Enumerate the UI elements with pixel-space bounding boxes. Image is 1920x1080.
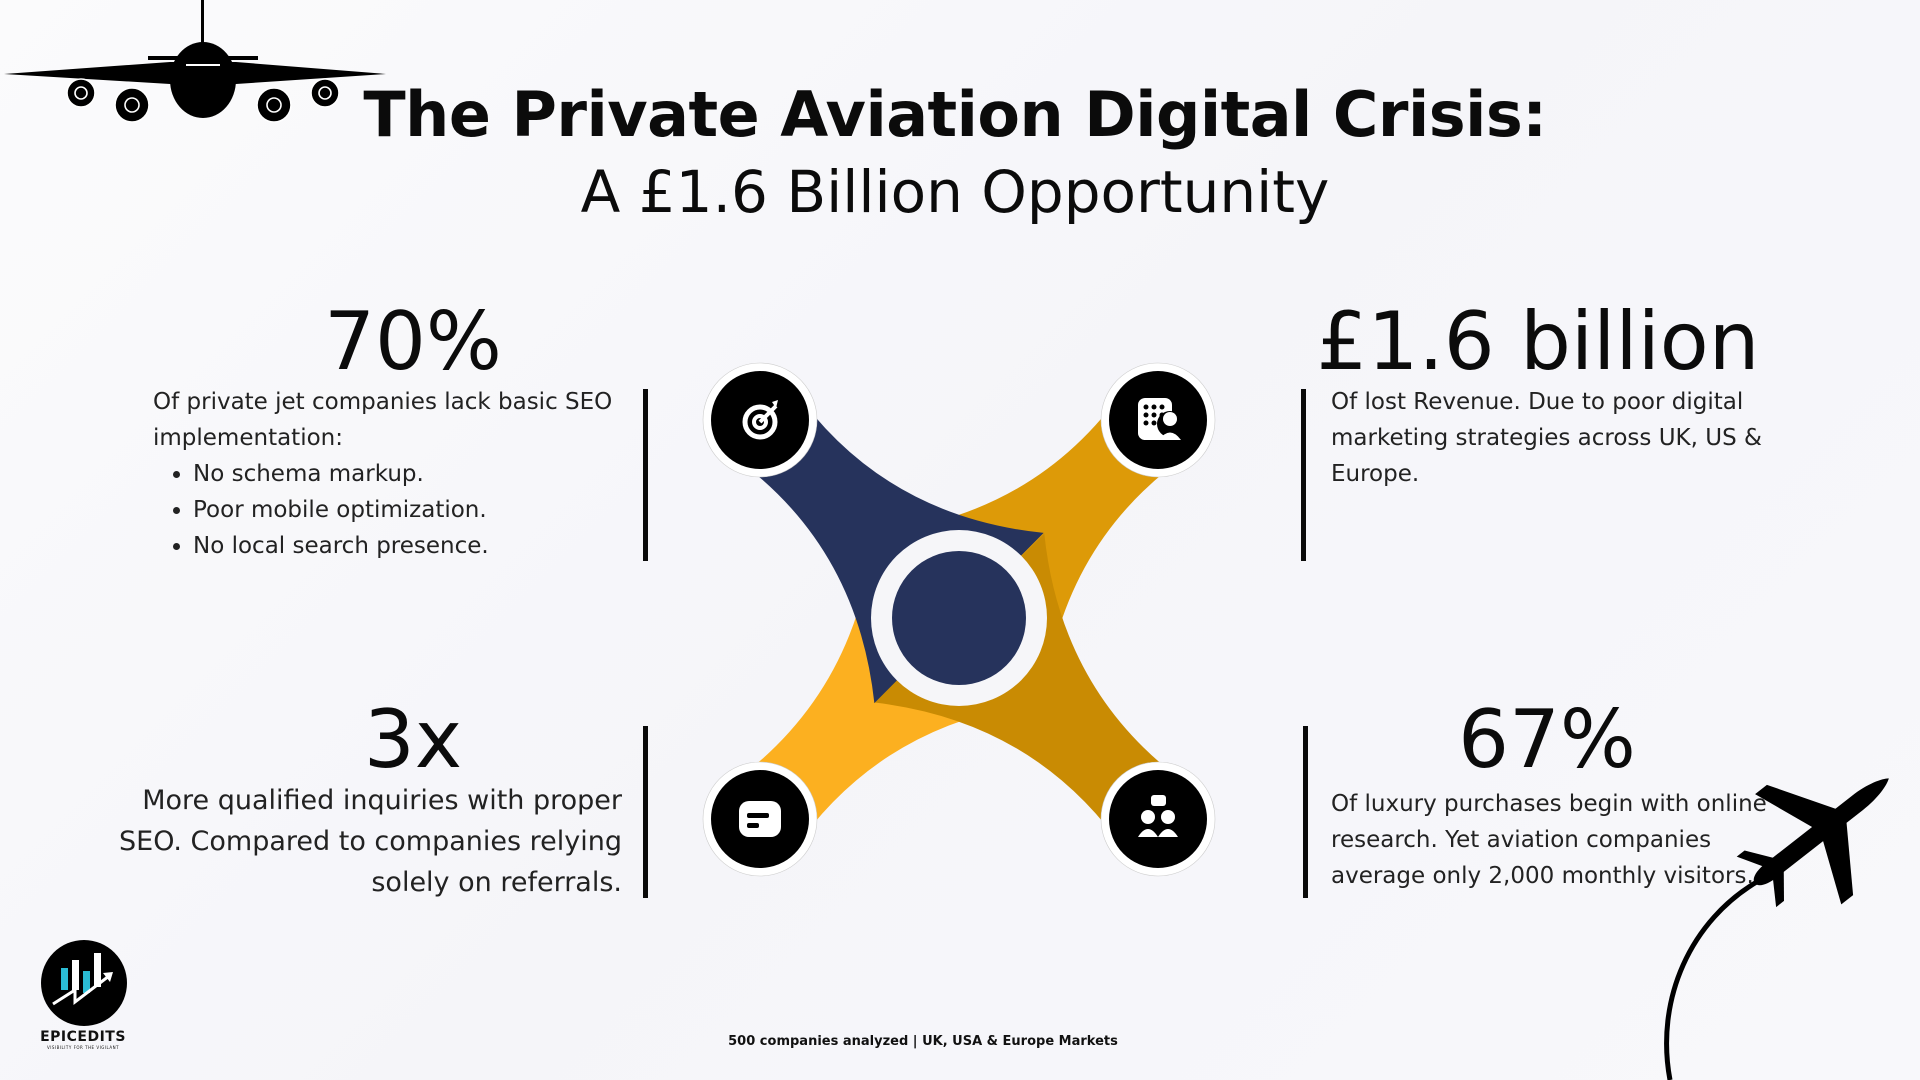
team-icon	[1138, 795, 1178, 837]
epicedits-logo	[41, 940, 127, 1026]
stat-line: SEO. Compared to companies relying	[119, 826, 622, 857]
divider-bar	[643, 389, 648, 561]
center-circle	[892, 551, 1026, 685]
page-subtitle: A £1.6 Billion Opportunity	[580, 158, 1330, 226]
chat-message-icon	[739, 801, 781, 837]
stat-text: Of private jet companies lack basic SEO …	[153, 389, 613, 451]
stat-desc-inquiries: More qualified inquiries with proper SEO…	[100, 780, 622, 903]
diagram-arm	[873, 533, 1191, 852]
diagram-node	[1100, 362, 1216, 478]
contact-directory-icon	[1138, 398, 1183, 440]
target-icon	[742, 400, 778, 440]
stat-desc-revenue: Of lost Revenue. Due to poor digital mar…	[1331, 389, 1762, 487]
diagram-node	[702, 362, 818, 478]
diagram-arm	[727, 387, 1044, 704]
divider-bar	[643, 726, 648, 898]
divider-bar	[1301, 389, 1306, 561]
stat-value-purchases: 67%	[1458, 693, 1636, 786]
stat-desc-purchases: Of luxury purchases begin with online re…	[1331, 791, 1767, 889]
airplane-takeoff-illustration	[1664, 778, 1889, 1080]
stat-value-revenue: £1.6 billion	[1316, 295, 1760, 388]
footer-note: 500 companies analyzed | UK, USA & Europ…	[728, 1034, 1118, 1049]
stat-bullet-list: No schema markup. Poor mobile optimizati…	[153, 456, 623, 564]
page-title: The Private Aviation Digital Crisis:	[363, 78, 1547, 151]
stat-value-inquiries: 3x	[363, 693, 463, 786]
logo-name: EPICEDITS	[40, 1029, 126, 1045]
stat-value-seo: 70%	[324, 295, 502, 388]
diagram-node	[702, 761, 818, 877]
bullet-item: No schema markup.	[193, 456, 623, 492]
bullet-item: No local search presence.	[193, 528, 623, 564]
diagram-node	[1100, 761, 1216, 877]
stat-line: More qualified inquiries with proper	[142, 785, 622, 816]
stat-desc-seo: Of private jet companies lack basic SEO …	[153, 384, 623, 564]
airplane-front-illustration	[4, 0, 386, 123]
divider-bar	[1303, 726, 1308, 898]
logo-tagline: VISIBILITY FOR THE VIGILANT	[46, 1045, 120, 1050]
stat-line: solely on referrals.	[371, 867, 622, 898]
bullet-item: Poor mobile optimization.	[193, 492, 623, 528]
diagram-arm	[874, 387, 1191, 704]
